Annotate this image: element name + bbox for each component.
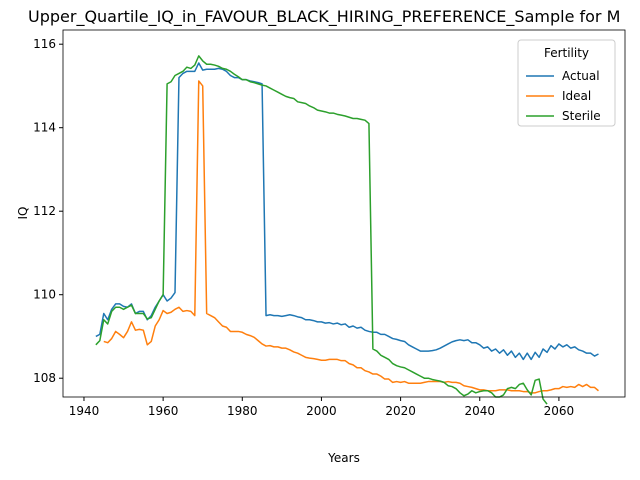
legend-label: Ideal <box>562 89 591 103</box>
y-tick-label: 110 <box>33 288 56 302</box>
x-tick-label: 1940 <box>69 404 100 418</box>
chart-title: Upper_Quartile_IQ_in_FAVOUR_BLACK_HIRING… <box>28 7 620 27</box>
line-series <box>103 80 599 394</box>
legend-title: Fertility <box>544 46 589 60</box>
x-tick-label: 2000 <box>306 404 337 418</box>
legend-box <box>517 39 616 127</box>
legend-label: Sterile <box>562 109 601 123</box>
line-series <box>95 55 548 405</box>
x-tick-label: 1960 <box>148 404 179 418</box>
x-tick-label: 1980 <box>227 404 258 418</box>
y-tick-label: 116 <box>33 37 56 51</box>
line-series <box>95 62 599 361</box>
y-tick-label: 112 <box>33 204 56 218</box>
x-tick-label: 2060 <box>544 404 575 418</box>
y-axis-label: IQ <box>16 207 30 220</box>
x-tick-label: 2040 <box>464 404 495 418</box>
legend-label: Actual <box>562 69 600 83</box>
x-tick-label: 2020 <box>385 404 416 418</box>
y-tick-label: 114 <box>33 121 56 135</box>
plot-frame <box>62 29 626 398</box>
y-tick-label: 108 <box>33 371 56 385</box>
x-axis-label: Years <box>327 451 360 465</box>
